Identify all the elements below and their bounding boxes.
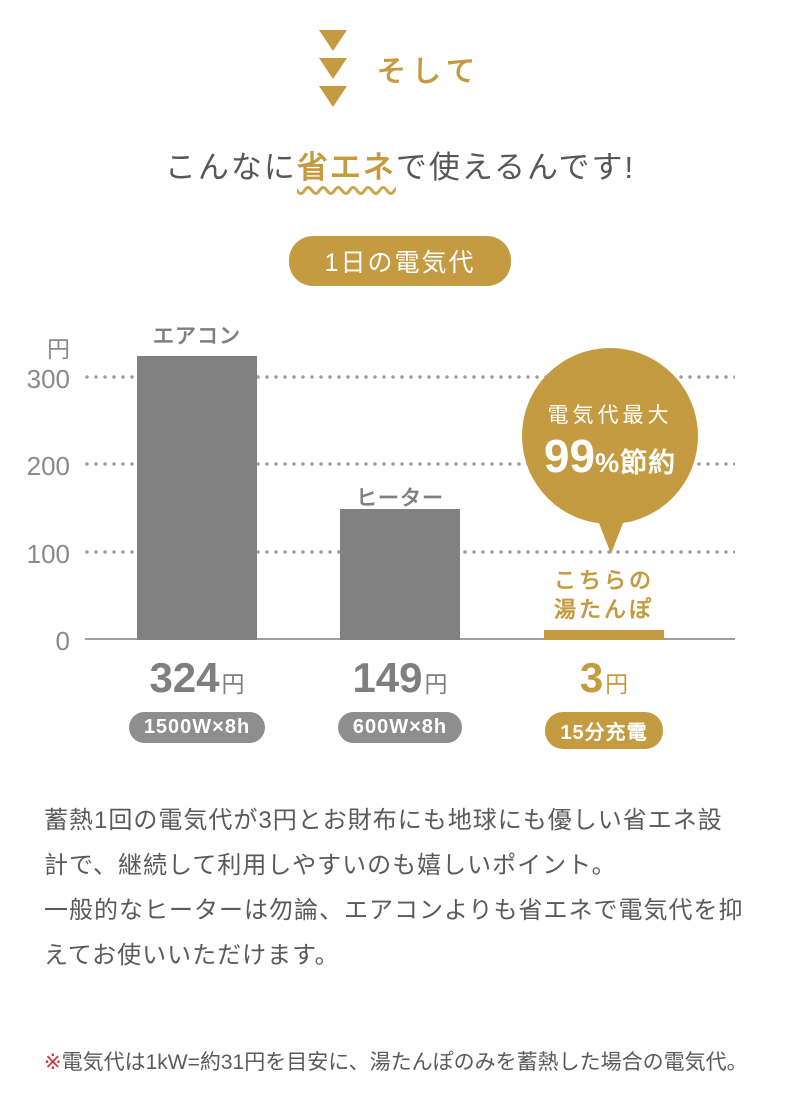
- chevron-down-icon: [318, 86, 347, 107]
- balloon-line2: 99 %節約: [544, 433, 676, 480]
- condition-badge-cell: 15分充電: [544, 712, 664, 749]
- body-paragraph: 蓄熱1回の電気代が3円とお財布にも地球にも優しい省エネ設 計で、継続して利用しや…: [44, 798, 784, 978]
- chart-title-badge-wrap: 1日の電気代: [0, 236, 800, 286]
- bar-heater: [340, 509, 460, 640]
- chevron-down-icon: [318, 30, 347, 51]
- body-line: 蓄熱1回の電気代が3円とお財布にも地球にも優しい省エネ設: [44, 807, 723, 834]
- footnote-text: 電気代は1kW=約31円を目安に、湯たんぽのみを蓄熱した場合の電気代。: [61, 1051, 748, 1074]
- y-axis-unit-label: 円: [47, 336, 70, 362]
- value-heater-number: 149: [352, 654, 423, 701]
- gridline-200: [85, 462, 735, 466]
- balloon-tail-icon: [597, 518, 625, 554]
- value-yutanpo: 3円: [544, 654, 664, 702]
- footnote: ※電気代は1kW=約31円を目安に、湯たんぽのみを蓄熱した場合の電気代。: [44, 1046, 784, 1076]
- headline-highlight: 省エネ: [296, 150, 396, 185]
- condition-badge-row: 1500W×8h 600W×8h 15分充電: [0, 712, 800, 749]
- highlight-product-label: こちらの 湯たんぽ: [504, 566, 704, 624]
- electricity-cost-bar-chart: 円 300 200 100 0 エアコン ヒーター 電気代最大 99 %節約 こ…: [0, 310, 800, 656]
- bar-yutanpo: [544, 630, 664, 640]
- condition-badge-heater: 600W×8h: [337, 712, 463, 743]
- condition-badge-cell: 1500W×8h: [128, 712, 266, 743]
- value-aircon-unit: 円: [221, 671, 245, 697]
- condition-badge-cell: 600W×8h: [337, 712, 463, 743]
- bar-label-aircon: エアコン: [153, 325, 241, 348]
- body-line: 一般的なヒーターは勿論、エアコンよりも省エネで電気代を抑: [44, 897, 744, 924]
- transition-label: そして: [376, 55, 482, 88]
- triple-chevron-down-icon: [318, 30, 347, 107]
- value-heater-unit: 円: [424, 671, 448, 697]
- bar-label-heater: ヒーター: [356, 487, 444, 510]
- value-yutanpo-number: 3: [579, 654, 604, 701]
- value-yutanpo-unit: 円: [605, 671, 629, 697]
- value-heater: 149円: [340, 654, 460, 702]
- headline-suffix: で使えるんです!: [395, 150, 636, 185]
- condition-badge-aircon: 1500W×8h: [128, 712, 266, 743]
- highlight-product-label-line2: 湯たんぽ: [553, 597, 654, 622]
- balloon-percent-value: 99: [543, 429, 596, 482]
- chart-title-badge: 1日の電気代: [288, 236, 512, 286]
- value-aircon: 324円: [137, 654, 257, 702]
- highlight-product-label-line1: こちらの: [553, 568, 654, 593]
- y-axis-tick-0: 0: [55, 626, 70, 656]
- chevron-down-icon: [318, 58, 347, 79]
- y-axis-tick-100: 100: [26, 539, 70, 569]
- value-row: 324円 149円 3円: [0, 654, 800, 702]
- gridline-300: [85, 375, 735, 379]
- bar-aircon: [137, 355, 257, 640]
- condition-badge-yutanpo: 15分充電: [545, 712, 663, 749]
- body-line: えてお使いいただけます。: [44, 942, 340, 969]
- value-aircon-number: 324: [149, 654, 220, 701]
- balloon-line1: 電気代最大: [547, 403, 673, 427]
- headline-prefix: こんなに: [164, 150, 297, 185]
- y-axis-tick-300: 300: [26, 364, 70, 394]
- y-axis-tick-200: 200: [26, 451, 70, 481]
- footnote-marker: ※: [44, 1051, 62, 1074]
- transition-section: そして: [0, 30, 800, 107]
- headline: こんなに省エネで使えるんです!: [0, 142, 800, 187]
- savings-balloon: 電気代最大 99 %節約: [522, 348, 698, 524]
- balloon-percent-suffix: %節約: [595, 447, 677, 478]
- body-line: 計で、継続して利用しやすいのも嬉しいポイント。: [44, 852, 617, 879]
